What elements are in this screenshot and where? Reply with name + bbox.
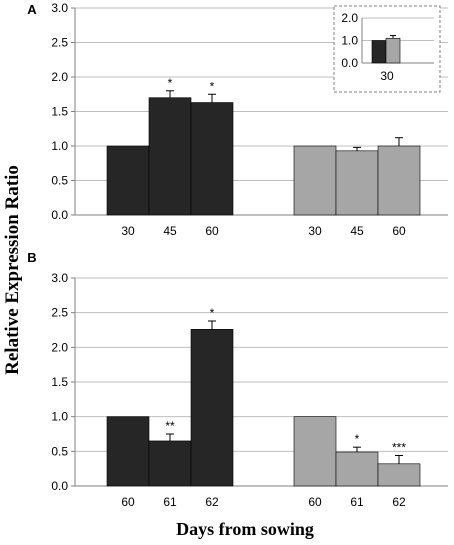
bar [335, 150, 379, 216]
bar [293, 145, 337, 216]
x-tick-label: 61 [163, 495, 177, 509]
y-tick-label: 1.0 [51, 410, 68, 424]
bar [106, 416, 150, 487]
y-tick-label: 0.5 [51, 444, 68, 458]
bar [335, 451, 379, 487]
bar [148, 97, 192, 216]
significance-marker: * [168, 76, 173, 90]
inset-y-tick-label: 0.0 [341, 56, 358, 70]
inset-bar [385, 37, 401, 64]
y-tick-label: 2.5 [51, 306, 68, 320]
y-axis-label: Relative Expression Ratio [2, 165, 23, 375]
y-tick-label: 0.5 [51, 174, 68, 188]
inset-x-tick-label: 30 [380, 69, 394, 83]
significance-marker: * [210, 306, 215, 320]
y-tick-label: 3.0 [51, 271, 68, 285]
y-tick-label: 2.5 [51, 36, 68, 50]
y-tick-label: 1.0 [51, 139, 68, 153]
significance-marker: * [210, 79, 215, 93]
x-tick-label: 45 [350, 224, 364, 238]
x-tick-label: 62 [392, 495, 406, 509]
y-tick-label: 1.5 [51, 105, 68, 119]
significance-marker: * [355, 432, 360, 446]
x-tick-label: 30 [121, 224, 135, 238]
bar [190, 329, 234, 487]
x-tick-label: 60 [205, 224, 219, 238]
x-tick-label: 60 [121, 495, 135, 509]
bar [377, 145, 421, 216]
y-tick-label: 2.0 [51, 340, 68, 354]
y-tick-label: 2.0 [51, 70, 68, 84]
x-tick-label: 45 [163, 224, 177, 238]
inset-y-tick-label: 2.0 [341, 11, 358, 25]
y-tick-label: 3.0 [51, 1, 68, 15]
x-tick-label: 60 [392, 224, 406, 238]
bar [377, 463, 421, 487]
panel-a: A 0.0 0.5 1.0 1.5 2.0 2.5 3.0 30 * 45 * 60 30 45 60 0.0 1… [27, 1, 448, 238]
bar [293, 416, 337, 487]
bar [106, 145, 150, 216]
y-tick-label: 0.0 [51, 208, 68, 222]
x-tick-label: 60 [308, 495, 322, 509]
x-axis-label: Days from sowing [176, 519, 314, 539]
y-tick-label: 0.0 [51, 479, 68, 493]
panel-letter: B [27, 250, 36, 265]
panel-b: B 0.0 0.5 1.0 1.5 2.0 2.5 3.0 60 ** 61 * 62 60 * 61 *** 6… [27, 250, 448, 509]
inset-bar [371, 40, 387, 64]
y-tick-label: 1.5 [51, 375, 68, 389]
x-tick-label: 62 [205, 495, 219, 509]
x-tick-label: 61 [350, 495, 364, 509]
significance-marker: ** [165, 419, 175, 433]
panel-letter: A [27, 2, 37, 17]
significance-marker: *** [392, 440, 406, 454]
x-tick-label: 30 [308, 224, 322, 238]
bar [148, 440, 192, 487]
inset-chart: 0.0 1.0 2.0 30 [333, 5, 441, 93]
inset-y-tick-label: 1.0 [341, 34, 358, 48]
bar [190, 102, 234, 216]
